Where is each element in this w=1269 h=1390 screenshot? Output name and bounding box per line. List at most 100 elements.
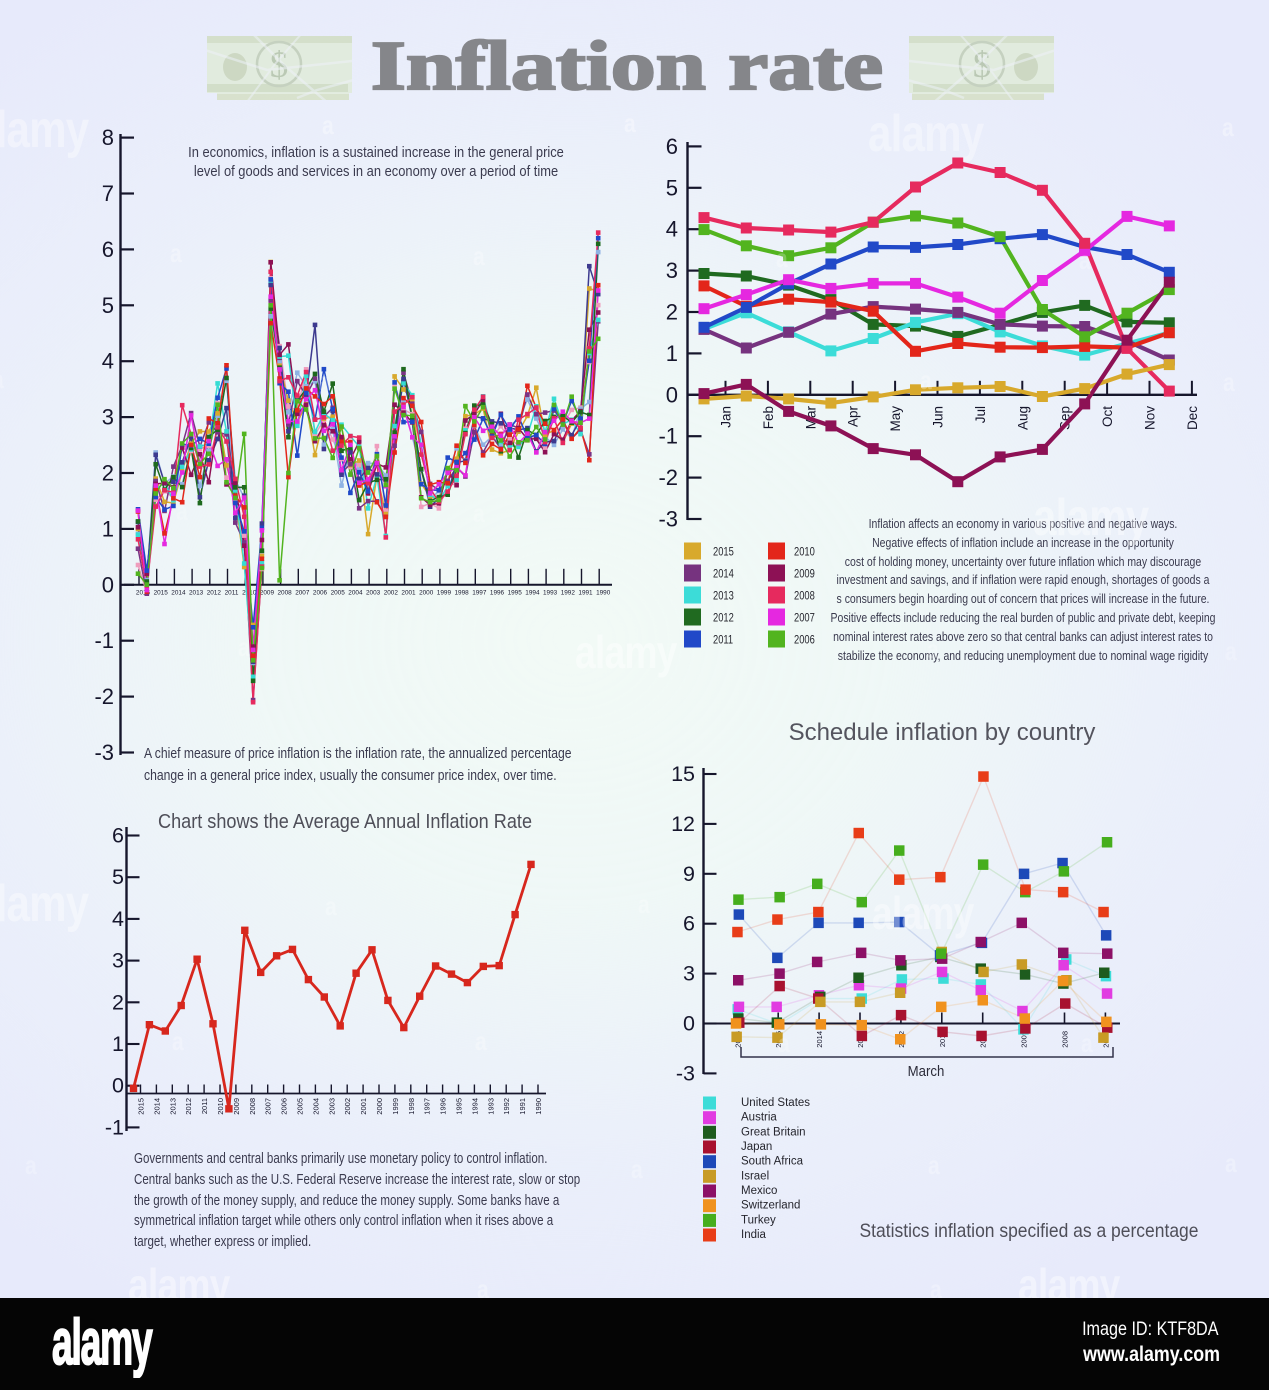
svg-text:2011: 2011 <box>938 1031 947 1047</box>
svg-text:2010: 2010 <box>216 1098 225 1115</box>
svg-text:2000: 2000 <box>419 589 434 596</box>
svg-text:2010: 2010 <box>794 545 815 558</box>
svg-text:2014: 2014 <box>713 567 734 580</box>
svg-text:2012: 2012 <box>184 1098 193 1115</box>
svg-text:1: 1 <box>112 1032 124 1056</box>
svg-text:Apr: Apr <box>846 406 861 428</box>
svg-text:2: 2 <box>112 990 124 1014</box>
svg-text:2: 2 <box>102 461 114 486</box>
svg-text:2009: 2009 <box>1020 1031 1029 1048</box>
svg-text:3: 3 <box>666 258 678 283</box>
svg-text:2005: 2005 <box>331 589 346 596</box>
svg-text:2013: 2013 <box>713 589 734 602</box>
svg-text:Feb: Feb <box>761 406 776 429</box>
svg-text:2008: 2008 <box>277 589 292 596</box>
svg-text:2002: 2002 <box>343 1098 352 1115</box>
svg-text:1999: 1999 <box>391 1098 400 1115</box>
svg-text:1990: 1990 <box>596 589 611 596</box>
svg-text:2009: 2009 <box>260 589 275 596</box>
svg-text:Jun: Jun <box>931 406 946 428</box>
svg-text:6: 6 <box>666 134 678 159</box>
svg-text:6: 6 <box>102 237 114 262</box>
svg-text:0: 0 <box>112 1074 124 1098</box>
svg-text:1993: 1993 <box>486 1098 495 1115</box>
svg-text:2011: 2011 <box>225 589 239 596</box>
svg-text:1996: 1996 <box>439 1098 448 1115</box>
svg-text:1992: 1992 <box>502 1098 511 1115</box>
svg-text:Japan: Japan <box>741 1141 772 1153</box>
svg-text:-3: -3 <box>658 507 678 532</box>
svg-text:2001: 2001 <box>359 1098 368 1115</box>
svg-text:2012: 2012 <box>207 589 222 596</box>
svg-text:2012: 2012 <box>713 611 734 624</box>
svg-text:South Africa: South Africa <box>741 1156 804 1168</box>
svg-text:Jul: Jul <box>973 406 988 423</box>
svg-text:-1: -1 <box>105 1115 124 1139</box>
svg-text:1: 1 <box>666 341 678 366</box>
svg-text:2001: 2001 <box>401 589 416 596</box>
svg-text:2016: 2016 <box>136 589 151 596</box>
svg-text:4: 4 <box>112 907 124 931</box>
svg-text:-3: -3 <box>94 740 114 765</box>
svg-text:2002: 2002 <box>384 589 399 596</box>
svg-text:Austria: Austria <box>741 1112 777 1124</box>
svg-text:Great Britain: Great Britain <box>741 1126 806 1138</box>
svg-text:1993: 1993 <box>543 589 558 596</box>
svg-text:2008: 2008 <box>248 1098 257 1115</box>
svg-text:2014: 2014 <box>152 1098 161 1115</box>
svg-text:2009: 2009 <box>794 567 815 580</box>
svg-text:5: 5 <box>112 865 124 889</box>
svg-text:2009: 2009 <box>232 1098 241 1115</box>
svg-text:1998: 1998 <box>407 1098 416 1115</box>
svg-text:Mexico: Mexico <box>741 1185 777 1197</box>
svg-text:9: 9 <box>683 862 695 886</box>
svg-text:2013: 2013 <box>168 1098 177 1115</box>
svg-text:-1: -1 <box>658 424 678 449</box>
svg-text:2003: 2003 <box>366 589 381 596</box>
svg-text:Dec: Dec <box>1185 406 1200 430</box>
svg-text:2007: 2007 <box>295 589 310 596</box>
svg-text:2015: 2015 <box>713 545 734 558</box>
svg-text:1997: 1997 <box>423 1098 432 1115</box>
svg-text:1994: 1994 <box>525 589 540 596</box>
svg-text:8: 8 <box>102 125 114 150</box>
svg-text:1994: 1994 <box>470 1098 479 1115</box>
svg-text:Switzerland: Switzerland <box>741 1200 800 1212</box>
svg-text:3: 3 <box>102 405 114 430</box>
svg-text:-2: -2 <box>94 684 114 709</box>
svg-text:2007: 2007 <box>794 611 815 624</box>
svg-text:Israel: Israel <box>741 1170 769 1182</box>
svg-text:2007: 2007 <box>264 1098 273 1115</box>
svg-text:Turkey: Turkey <box>741 1214 776 1226</box>
svg-text:2: 2 <box>666 300 678 325</box>
svg-text:2006: 2006 <box>280 1098 289 1115</box>
svg-text:2015: 2015 <box>154 589 169 596</box>
svg-text:India: India <box>741 1229 767 1241</box>
svg-text:United States: United States <box>741 1097 810 1109</box>
svg-text:5: 5 <box>102 293 114 318</box>
svg-text:0: 0 <box>666 382 678 407</box>
svg-text:0: 0 <box>683 1012 695 1036</box>
svg-text:0: 0 <box>102 572 114 597</box>
svg-text:-3: -3 <box>676 1061 695 1085</box>
svg-text:2004: 2004 <box>348 589 363 596</box>
svg-text:2004: 2004 <box>311 1098 320 1115</box>
svg-text:1990: 1990 <box>534 1098 543 1115</box>
svg-text:1: 1 <box>102 516 114 541</box>
svg-text:2008: 2008 <box>794 589 815 602</box>
svg-text:6: 6 <box>683 912 695 936</box>
svg-text:2003: 2003 <box>327 1098 336 1115</box>
svg-text:2006: 2006 <box>313 589 328 596</box>
svg-text:6: 6 <box>112 824 124 848</box>
svg-text:7: 7 <box>102 181 114 206</box>
svg-text:12: 12 <box>671 812 695 836</box>
svg-text:1995: 1995 <box>508 589 523 596</box>
svg-text:1998: 1998 <box>454 589 469 596</box>
svg-text:1997: 1997 <box>472 589 487 596</box>
svg-text:1995: 1995 <box>455 1098 464 1115</box>
svg-text:1991: 1991 <box>518 1098 527 1115</box>
svg-text:-2: -2 <box>658 465 678 490</box>
svg-text:1999: 1999 <box>437 589 452 596</box>
svg-text:Nov: Nov <box>1143 406 1158 430</box>
svg-text:3: 3 <box>683 962 695 986</box>
